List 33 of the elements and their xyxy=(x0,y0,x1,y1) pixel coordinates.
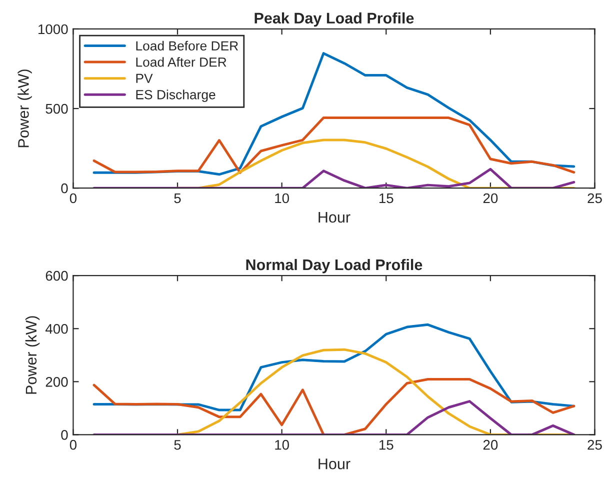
legend-label: PV xyxy=(136,74,153,83)
x-tick-label: 25 xyxy=(588,440,602,450)
x-axis-title: Hour xyxy=(318,212,350,223)
x-tick-label: 0 xyxy=(70,193,77,204)
legend-label: Load Before DER xyxy=(136,40,238,51)
chart-title: Peak Day Load Profile xyxy=(254,12,414,27)
x-tick-label: 10 xyxy=(275,193,289,204)
legend-label: Load After DER xyxy=(136,57,226,67)
x-tick-label: 20 xyxy=(483,193,498,204)
y-tick-label: 0 xyxy=(61,430,68,440)
y-tick-label: 1000 xyxy=(38,24,68,34)
x-tick-label: 5 xyxy=(174,440,181,450)
line-series xyxy=(92,400,576,435)
line-series xyxy=(92,378,576,435)
x-tick-label: 20 xyxy=(483,440,498,450)
y-axis-title: Power (kW) xyxy=(18,70,32,148)
x-tick-label: 25 xyxy=(588,193,602,204)
chart-title: Normal Day Load Profile xyxy=(246,258,422,274)
x-tick-label: 5 xyxy=(174,193,181,204)
y-tick-label: 0 xyxy=(61,183,68,194)
x-tick-label: 15 xyxy=(379,440,394,450)
y-tick-label: 500 xyxy=(46,104,68,114)
y-tick-label: 400 xyxy=(45,324,68,334)
x-tick-label: 10 xyxy=(275,440,289,450)
line-series xyxy=(92,168,576,188)
y-tick-label: 200 xyxy=(46,377,68,387)
x-axis-title: Hour xyxy=(318,458,350,470)
line-series xyxy=(92,116,576,174)
x-tick-label: 15 xyxy=(379,193,394,204)
legend-label: ES Discharge xyxy=(136,90,216,102)
y-axis-title: Power (kW) xyxy=(25,316,40,394)
y-tick-label: 600 xyxy=(46,270,68,281)
x-tick-label: 0 xyxy=(70,440,77,450)
